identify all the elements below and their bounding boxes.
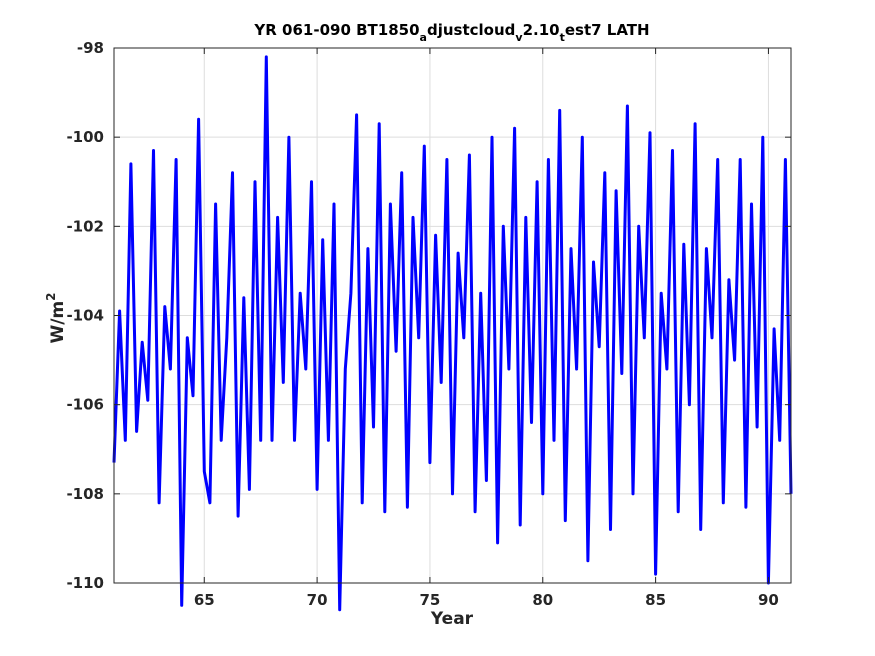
x-tick-label: 70 — [307, 591, 328, 609]
y-tick-label: -100 — [66, 128, 104, 146]
x-tick-label: 85 — [645, 591, 666, 609]
x-tick-label: 75 — [419, 591, 440, 609]
title-part-1: djustcloud — [427, 21, 515, 39]
x-tick-label: 65 — [194, 591, 215, 609]
x-axis-label: Year — [430, 609, 474, 629]
y-tick-label: -106 — [66, 396, 104, 414]
title-part-0: YR 061-090 BT1850 — [253, 21, 419, 39]
ticks — [114, 47, 791, 584]
y-tick-label: -110 — [66, 574, 104, 592]
y-tick-label: -102 — [66, 217, 104, 235]
title-sub-2: t — [560, 31, 565, 44]
tick-labels: 65 70 75 80 85 90 -98 -100 -102 -104 -106 -108 -110 — [66, 39, 778, 609]
x-tick-label: 90 — [758, 591, 779, 609]
title-part-2: 2.10 — [523, 21, 560, 39]
y-axis-label: W/m2 — [44, 292, 68, 343]
y-tick-label: -104 — [66, 307, 104, 325]
series-line — [112, 55, 793, 612]
y-axis-label-exponent: 2 — [44, 292, 58, 300]
y-tick-label: -98 — [77, 39, 104, 57]
title-sub-0: a — [420, 31, 427, 44]
title-part-3: est7 LATH — [565, 21, 650, 39]
y-axis-label-unit: W/m — [48, 301, 68, 344]
title-sub-1: v — [515, 31, 523, 44]
chart-title: YR 061-090 BT1850adjustcloudv2.10test7 L… — [253, 21, 649, 44]
x-tick-label: 80 — [532, 591, 553, 609]
y-tick-label: -108 — [66, 485, 104, 503]
grid — [114, 47, 791, 584]
